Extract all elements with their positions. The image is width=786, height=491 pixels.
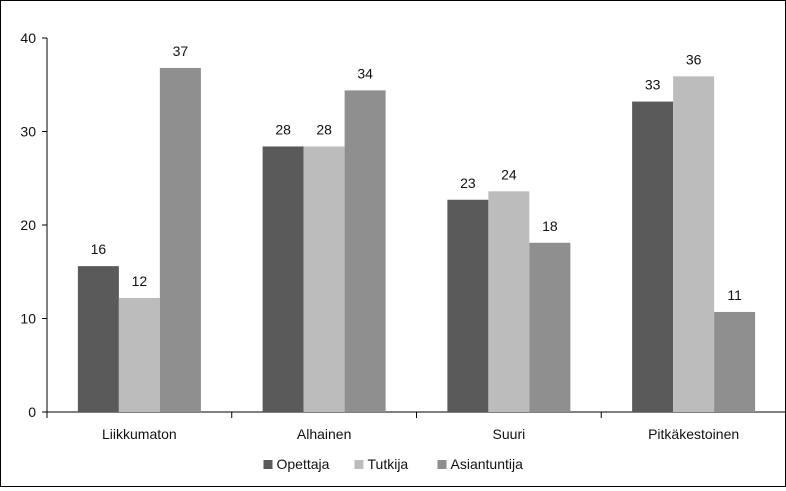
data-label: 12 — [132, 273, 148, 289]
y-tick-label: 40 — [20, 30, 36, 46]
data-label: 16 — [91, 241, 107, 257]
data-label: 23 — [460, 175, 476, 191]
bar-opettaja-3 — [632, 101, 674, 412]
legend-label-asiantuntija: Asiantuntija — [451, 456, 524, 472]
legend-swatch-asiantuntija — [437, 460, 447, 469]
bar-tutkija-0 — [118, 297, 160, 412]
data-label: 34 — [357, 65, 373, 81]
x-tick-label: Suuri — [493, 426, 526, 442]
bars — [77, 67, 756, 413]
legend-label-opettaja: Opettaja — [277, 456, 330, 472]
axes: 0 10 20 30 40 Liikkumaton Alhainen Suuri Pitkäke… — [20, 30, 786, 442]
x-tick-label: Liikkumaton — [102, 426, 177, 442]
data-label: 28 — [275, 121, 291, 137]
data-label: 37 — [173, 43, 189, 59]
bar-opettaja-1 — [262, 146, 304, 412]
x-tick-label: Pitkäkestoinen — [648, 426, 739, 442]
y-tick-label: 30 — [20, 124, 36, 140]
legend: Opettaja Tutkija Asiantuntija — [263, 456, 524, 472]
legend-swatch-tutkija — [354, 460, 364, 469]
bar-tutkija-1 — [303, 146, 345, 412]
data-label: 33 — [645, 77, 661, 93]
data-label: 28 — [316, 121, 332, 137]
legend-label-tutkija: Tutkija — [368, 456, 409, 472]
bar-tutkija-3 — [673, 76, 715, 413]
bar-asiantuntija-2 — [529, 242, 571, 412]
x-tick-label: Alhainen — [297, 426, 352, 442]
bar-tutkija-2 — [488, 191, 530, 412]
bar-asiantuntija-1 — [344, 90, 386, 413]
y-tick-label: 0 — [28, 404, 36, 420]
bar-opettaja-0 — [77, 266, 119, 412]
data-label: 18 — [542, 218, 558, 234]
data-label: 24 — [501, 166, 517, 182]
bar-asiantuntija-3 — [714, 311, 756, 412]
data-label: 11 — [727, 287, 742, 303]
legend-swatch-opettaja — [263, 460, 273, 469]
data-labels: 16 28 23 33 12 28 24 36 37 34 18 11 — [91, 43, 743, 303]
y-tick-label: 10 — [20, 311, 36, 327]
bar-opettaja-2 — [447, 199, 489, 412]
data-label: 36 — [686, 51, 702, 67]
y-tick-label: 20 — [20, 217, 36, 233]
bar-asiantuntija-0 — [159, 67, 201, 413]
